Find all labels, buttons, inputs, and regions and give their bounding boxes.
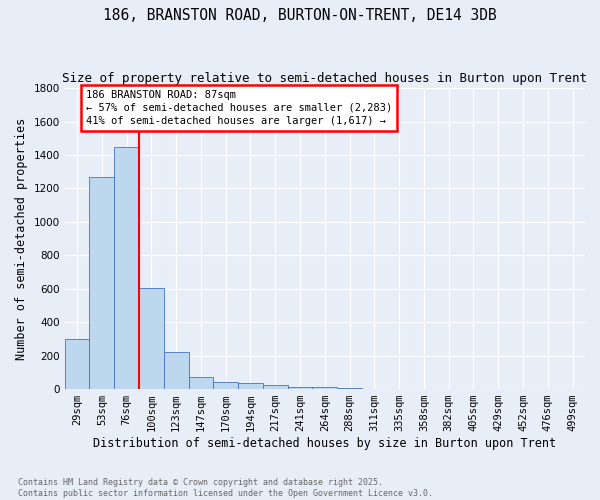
Bar — [263, 385, 287, 389]
Bar — [114, 146, 139, 389]
Bar — [188, 376, 214, 389]
Text: 186 BRANSTON ROAD: 87sqm
← 57% of semi-detached houses are smaller (2,283)
41% o: 186 BRANSTON ROAD: 87sqm ← 57% of semi-d… — [86, 90, 392, 126]
Bar — [164, 352, 188, 389]
Bar — [89, 176, 114, 389]
Text: 186, BRANSTON ROAD, BURTON-ON-TRENT, DE14 3DB: 186, BRANSTON ROAD, BURTON-ON-TRENT, DE1… — [103, 8, 497, 22]
Title: Size of property relative to semi-detached houses in Burton upon Trent: Size of property relative to semi-detach… — [62, 72, 587, 86]
Bar — [214, 382, 238, 389]
X-axis label: Distribution of semi-detached houses by size in Burton upon Trent: Distribution of semi-detached houses by … — [93, 437, 556, 450]
Y-axis label: Number of semi-detached properties: Number of semi-detached properties — [15, 118, 28, 360]
Bar — [139, 288, 164, 389]
Bar — [337, 388, 362, 389]
Bar — [313, 388, 337, 389]
Bar — [287, 386, 313, 389]
Bar — [238, 383, 263, 389]
Text: Contains HM Land Registry data © Crown copyright and database right 2025.
Contai: Contains HM Land Registry data © Crown c… — [18, 478, 433, 498]
Bar — [65, 339, 89, 389]
